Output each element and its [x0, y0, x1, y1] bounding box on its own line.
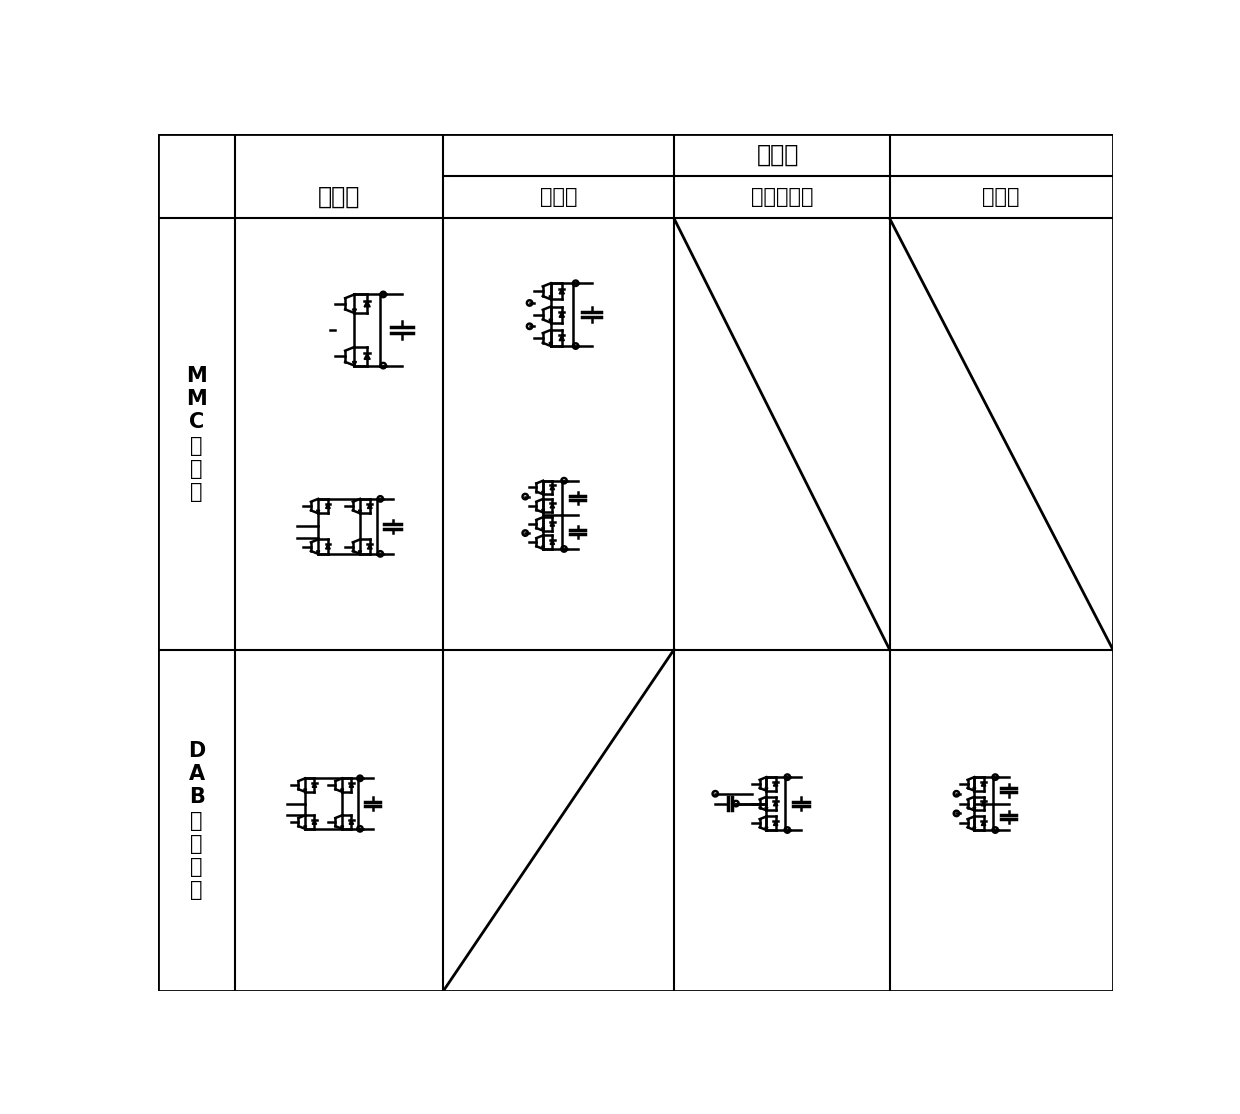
Polygon shape	[304, 789, 306, 792]
Text: 双极型: 双极型	[982, 187, 1021, 207]
Polygon shape	[774, 801, 777, 805]
Polygon shape	[551, 540, 554, 545]
Text: 两电平: 两电平	[317, 185, 361, 208]
Polygon shape	[316, 550, 320, 554]
Text: 多电平: 多电平	[756, 143, 799, 166]
Polygon shape	[367, 545, 372, 549]
Polygon shape	[549, 342, 553, 346]
Polygon shape	[542, 528, 544, 530]
Polygon shape	[549, 320, 553, 323]
Polygon shape	[316, 510, 320, 514]
Text: 隔直电容型: 隔直电容型	[750, 187, 813, 207]
Polygon shape	[981, 782, 986, 786]
Polygon shape	[973, 827, 976, 830]
Polygon shape	[312, 783, 316, 788]
Polygon shape	[358, 510, 362, 514]
Polygon shape	[774, 782, 777, 786]
Polygon shape	[559, 335, 564, 341]
Polygon shape	[559, 289, 564, 294]
Polygon shape	[542, 491, 544, 495]
Polygon shape	[367, 504, 372, 508]
Polygon shape	[326, 504, 330, 508]
Polygon shape	[352, 362, 356, 365]
Polygon shape	[352, 309, 356, 313]
Text: 单极型: 单极型	[539, 187, 578, 207]
Polygon shape	[312, 820, 316, 824]
Polygon shape	[542, 509, 544, 512]
Polygon shape	[358, 550, 362, 554]
Polygon shape	[765, 808, 768, 810]
Polygon shape	[350, 783, 353, 788]
Polygon shape	[981, 821, 986, 825]
Polygon shape	[973, 788, 976, 791]
Polygon shape	[304, 825, 306, 829]
Polygon shape	[350, 820, 353, 824]
Polygon shape	[549, 296, 553, 300]
Text: M
M
C
子
模
块: M M C 子 模 块	[186, 367, 207, 502]
Polygon shape	[551, 521, 554, 526]
Polygon shape	[365, 353, 371, 360]
Polygon shape	[765, 827, 768, 830]
Polygon shape	[981, 801, 986, 805]
Text: D
A
B
内
换
流
器: D A B 内 换 流 器	[188, 741, 206, 900]
Polygon shape	[765, 788, 768, 791]
Polygon shape	[341, 825, 343, 829]
Polygon shape	[365, 301, 371, 306]
Polygon shape	[973, 808, 976, 810]
Polygon shape	[326, 545, 330, 549]
Polygon shape	[774, 821, 777, 825]
Polygon shape	[551, 486, 554, 490]
Polygon shape	[542, 546, 544, 549]
Polygon shape	[559, 312, 564, 317]
Polygon shape	[551, 504, 554, 508]
Polygon shape	[341, 789, 343, 792]
